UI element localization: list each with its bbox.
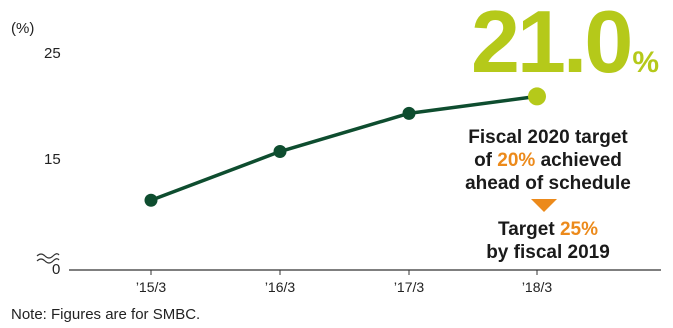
axis-break-mark xyxy=(36,258,60,264)
highlight-value: 21.0% xyxy=(471,0,659,86)
y-tick-label: 0 xyxy=(52,261,61,278)
highlight-number: 21.0 xyxy=(471,0,633,91)
highlight-point xyxy=(528,87,546,106)
series-line xyxy=(150,94,538,202)
target-line1: Target 25% xyxy=(498,219,598,240)
data-point xyxy=(402,106,416,120)
achieved-line3: ahead of schedule xyxy=(465,173,631,194)
y-unit-label: (%) xyxy=(11,20,35,37)
down-arrow-icon xyxy=(531,199,557,212)
axis-break-mark xyxy=(36,253,60,259)
x-tick-label: ’17/3 xyxy=(393,279,425,295)
x-tick-label: ’16/3 xyxy=(264,279,296,295)
achieved-line2: of 20% achieved xyxy=(474,150,622,171)
y-tick-label: 25 xyxy=(44,45,61,62)
target-line2: by fiscal 2019 xyxy=(486,242,610,263)
x-tick-label: ’15/3 xyxy=(135,279,167,295)
achieved-callout: Fiscal 2020 target of 20% achieved ahead… xyxy=(448,126,648,195)
achieved-line1: Fiscal 2020 target xyxy=(468,127,628,148)
data-point xyxy=(144,193,158,207)
x-tick-label: ’18/3 xyxy=(521,279,553,295)
target-callout: Target 25% by fiscal 2019 xyxy=(448,218,648,264)
footnote: Note: Figures are for SMBC. xyxy=(11,306,201,323)
y-tick-label: 15 xyxy=(44,151,61,168)
highlight-unit: % xyxy=(632,46,659,79)
data-point xyxy=(273,145,287,159)
